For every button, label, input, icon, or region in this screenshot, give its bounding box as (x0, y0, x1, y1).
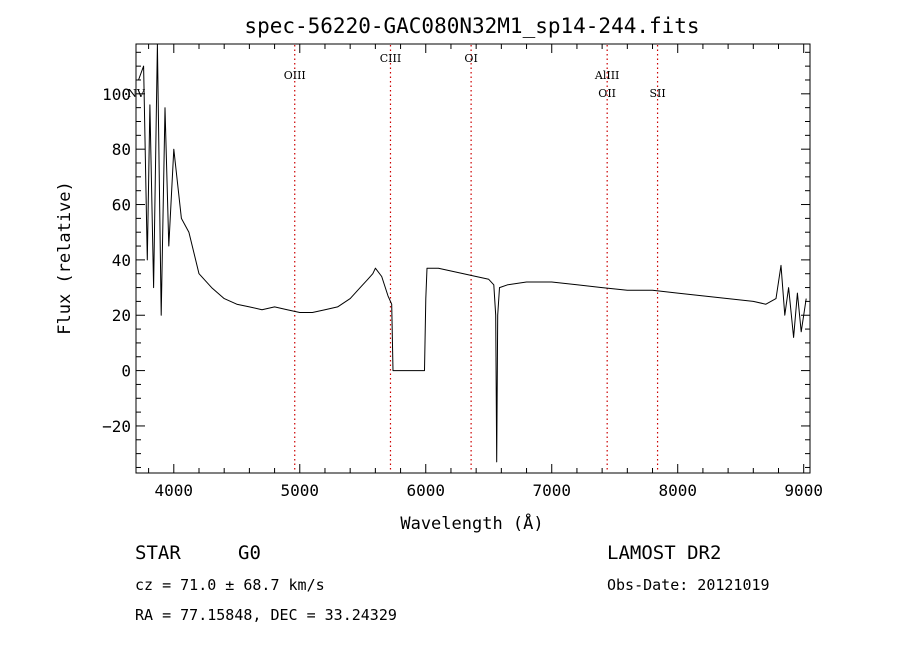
spectral-line-label: SII (649, 87, 665, 100)
y-tick-label: 20 (112, 306, 131, 325)
x-axis: 4000 5000 6000 7000 8000 9000 (148, 44, 823, 500)
x-tick-label: 5000 (281, 481, 320, 500)
coordinates-info: RA = 77.15848, DEC = 33.24329 (135, 606, 397, 624)
x-tick-label: 6000 (406, 481, 445, 500)
survey-name: LAMOST DR2 (607, 542, 721, 564)
x-tick-label: 8000 (658, 481, 697, 500)
y-tick-label: 80 (112, 140, 131, 159)
y-tick-label: 100 (102, 85, 131, 104)
y-tick-label: 40 (112, 251, 131, 270)
redshift-info: cz = 71.0 ± 68.7 km/s (135, 576, 325, 594)
y-axis: −20 0 20 40 60 80 100 (102, 51, 810, 468)
x-axis-label: Wavelength (Å) (400, 512, 543, 534)
spectral-line-label: CIII (380, 52, 401, 65)
observation-date: Obs-Date: 20121019 (607, 576, 770, 594)
spectral-line-label: OI (464, 52, 477, 65)
spectral-line-label: OII (598, 87, 616, 100)
x-tick-label: 9000 (784, 481, 823, 500)
spectrum-line (138, 43, 807, 463)
chart-title: spec-56220-GAC080N32M1_sp14-244.fits (244, 14, 699, 38)
x-tick-label: 4000 (155, 481, 194, 500)
spectral-line-label: OIII (284, 69, 306, 82)
spectrum-series (138, 43, 807, 463)
x-tick-label: 7000 (532, 481, 571, 500)
y-tick-label: 60 (112, 196, 131, 215)
y-tick-label: −20 (102, 417, 131, 436)
spectral-line-label: AlIII (594, 69, 620, 82)
y-axis-label: Flux (relative) (55, 181, 75, 335)
object-class: STAR (135, 542, 181, 564)
y-tick-label: 0 (121, 362, 131, 381)
object-subclass: G0 (238, 542, 261, 564)
plot-frame (135, 43, 811, 474)
